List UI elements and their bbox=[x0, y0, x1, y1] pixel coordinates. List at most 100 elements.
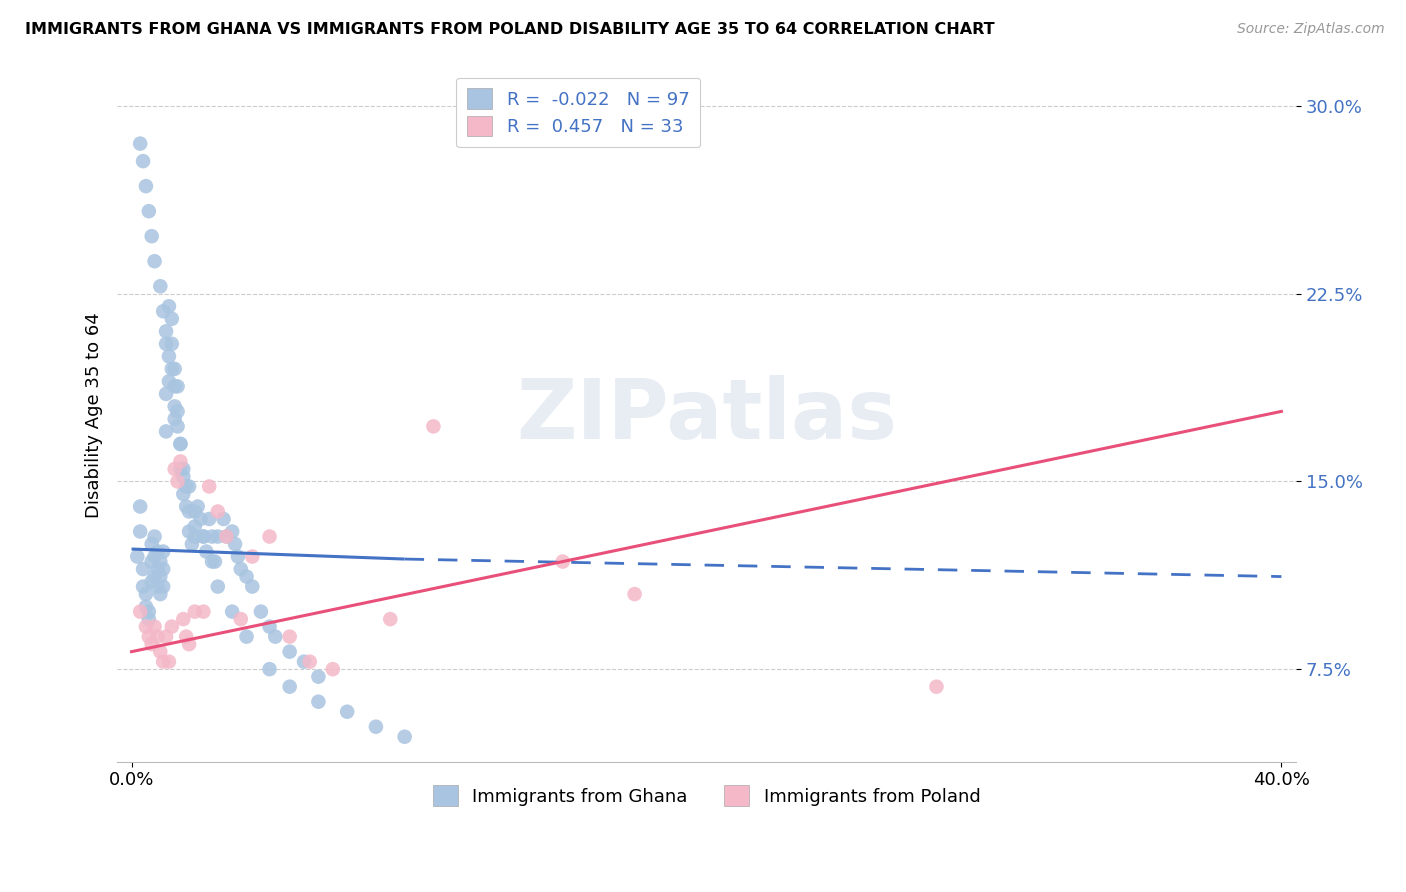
Point bbox=[198, 479, 221, 493]
Point bbox=[138, 204, 160, 219]
Point bbox=[226, 549, 249, 564]
Y-axis label: Disability Age 35 to 64: Disability Age 35 to 64 bbox=[86, 312, 103, 518]
Point bbox=[166, 379, 188, 393]
Point bbox=[163, 462, 186, 476]
Point bbox=[307, 695, 329, 709]
Point bbox=[221, 605, 243, 619]
Point bbox=[132, 580, 155, 594]
Point bbox=[278, 680, 301, 694]
Point bbox=[157, 299, 180, 313]
Point bbox=[278, 645, 301, 659]
Legend: Immigrants from Ghana, Immigrants from Poland: Immigrants from Ghana, Immigrants from P… bbox=[423, 776, 990, 815]
Point bbox=[155, 425, 177, 439]
Point bbox=[207, 580, 229, 594]
Point bbox=[135, 619, 157, 633]
Point bbox=[364, 720, 387, 734]
Point bbox=[198, 512, 221, 526]
Point bbox=[193, 605, 215, 619]
Point bbox=[259, 619, 281, 633]
Point bbox=[229, 562, 252, 576]
Point bbox=[177, 637, 200, 651]
Point bbox=[138, 630, 160, 644]
Point bbox=[394, 730, 416, 744]
Point bbox=[181, 537, 204, 551]
Point bbox=[207, 504, 229, 518]
Point bbox=[184, 504, 207, 518]
Point bbox=[138, 612, 160, 626]
Point bbox=[207, 529, 229, 543]
Point bbox=[172, 469, 194, 483]
Point bbox=[174, 630, 197, 644]
Point bbox=[169, 437, 191, 451]
Point bbox=[215, 529, 238, 543]
Point bbox=[143, 569, 166, 583]
Point bbox=[152, 304, 174, 318]
Point bbox=[141, 637, 163, 651]
Point bbox=[177, 479, 200, 493]
Point bbox=[157, 349, 180, 363]
Point bbox=[240, 549, 263, 564]
Point bbox=[141, 574, 163, 589]
Point bbox=[172, 487, 194, 501]
Point bbox=[135, 599, 157, 614]
Point bbox=[172, 612, 194, 626]
Point bbox=[163, 400, 186, 414]
Point bbox=[160, 336, 183, 351]
Point bbox=[152, 655, 174, 669]
Point bbox=[174, 479, 197, 493]
Point bbox=[307, 670, 329, 684]
Text: ZIPatlas: ZIPatlas bbox=[516, 375, 897, 456]
Point bbox=[129, 136, 152, 151]
Point bbox=[138, 605, 160, 619]
Point bbox=[149, 555, 172, 569]
Point bbox=[623, 587, 645, 601]
Point bbox=[215, 529, 238, 543]
Point bbox=[163, 362, 186, 376]
Point bbox=[141, 555, 163, 569]
Point bbox=[184, 529, 207, 543]
Point bbox=[224, 537, 246, 551]
Point bbox=[169, 437, 191, 451]
Point bbox=[163, 412, 186, 426]
Point bbox=[155, 387, 177, 401]
Point bbox=[380, 612, 402, 626]
Point bbox=[201, 529, 224, 543]
Point bbox=[160, 362, 183, 376]
Point bbox=[172, 462, 194, 476]
Point bbox=[422, 419, 444, 434]
Point bbox=[166, 419, 188, 434]
Point bbox=[152, 544, 174, 558]
Point bbox=[204, 555, 226, 569]
Point bbox=[201, 555, 224, 569]
Point bbox=[336, 705, 359, 719]
Point bbox=[141, 537, 163, 551]
Point bbox=[163, 379, 186, 393]
Point bbox=[160, 311, 183, 326]
Point bbox=[141, 229, 163, 244]
Point bbox=[132, 154, 155, 169]
Point bbox=[278, 630, 301, 644]
Point bbox=[195, 544, 218, 558]
Point bbox=[250, 605, 273, 619]
Point bbox=[157, 655, 180, 669]
Point bbox=[169, 462, 191, 476]
Point bbox=[184, 605, 207, 619]
Point bbox=[146, 580, 169, 594]
Point bbox=[190, 512, 212, 526]
Text: IMMIGRANTS FROM GHANA VS IMMIGRANTS FROM POLAND DISABILITY AGE 35 TO 64 CORRELAT: IMMIGRANTS FROM GHANA VS IMMIGRANTS FROM… bbox=[25, 22, 995, 37]
Point bbox=[132, 562, 155, 576]
Point bbox=[551, 555, 574, 569]
Point bbox=[155, 630, 177, 644]
Point bbox=[264, 630, 287, 644]
Point bbox=[193, 529, 215, 543]
Point bbox=[925, 680, 948, 694]
Point bbox=[166, 475, 188, 489]
Point bbox=[152, 562, 174, 576]
Point bbox=[235, 630, 257, 644]
Point bbox=[155, 324, 177, 338]
Point bbox=[193, 529, 215, 543]
Point bbox=[177, 504, 200, 518]
Point bbox=[143, 529, 166, 543]
Point bbox=[129, 605, 152, 619]
Point bbox=[229, 612, 252, 626]
